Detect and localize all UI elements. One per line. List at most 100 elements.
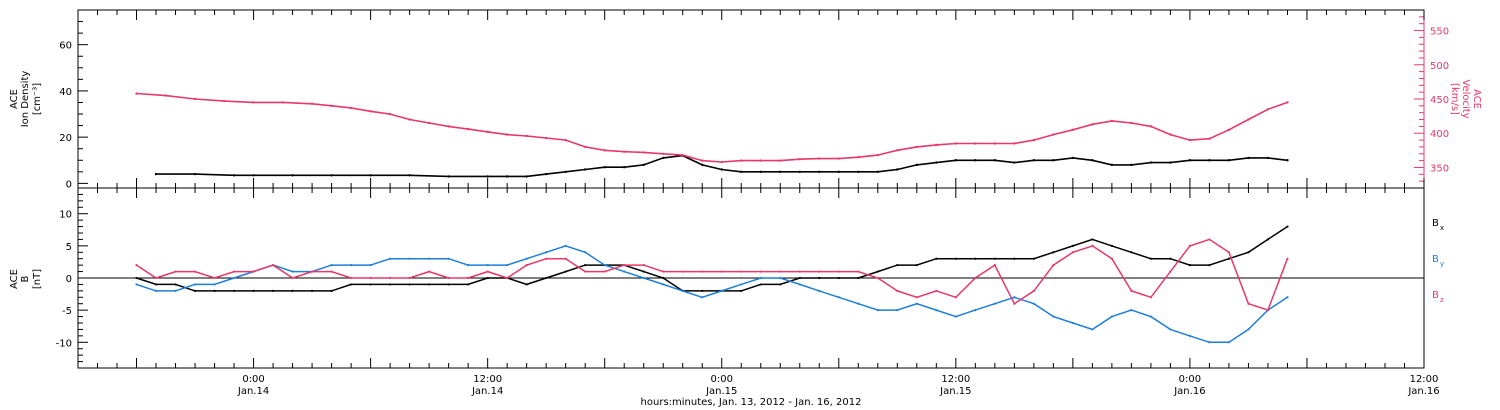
density-tick-label: 60 bbox=[59, 41, 72, 52]
bx-point bbox=[1247, 251, 1250, 254]
by-point bbox=[954, 315, 957, 318]
velocity-point bbox=[1130, 121, 1133, 125]
ion-density-point bbox=[193, 172, 197, 176]
date-tick-label: Jan.15 bbox=[939, 386, 971, 397]
bx-point bbox=[779, 283, 782, 286]
ion-density-point bbox=[1169, 161, 1172, 164]
by-point bbox=[369, 264, 372, 267]
velocity-point bbox=[310, 102, 314, 105]
bx-point bbox=[389, 283, 392, 286]
bx-point bbox=[213, 289, 216, 292]
velocity-point bbox=[564, 138, 567, 142]
velocity-point bbox=[583, 145, 587, 149]
time-tick-label: 12:00 bbox=[1410, 374, 1439, 385]
date-tick-label: Jan.15 bbox=[705, 386, 737, 397]
bz-point bbox=[857, 270, 860, 273]
velocity-point bbox=[1188, 138, 1192, 142]
velocity-ylabel-line2: Velocity bbox=[1460, 79, 1471, 118]
bx-point bbox=[232, 289, 236, 292]
legend-bx-subscript: x bbox=[1440, 224, 1444, 232]
bx-point bbox=[1032, 257, 1035, 260]
ion-density-point bbox=[486, 175, 489, 178]
bx-point bbox=[1110, 244, 1113, 247]
by-point bbox=[798, 283, 801, 286]
bx-point bbox=[915, 264, 918, 267]
ion-density-point bbox=[779, 170, 782, 174]
bx-point bbox=[447, 283, 450, 286]
bz-point bbox=[701, 270, 704, 273]
bz-point bbox=[232, 270, 236, 273]
velocity-point bbox=[642, 151, 645, 154]
bx-point bbox=[271, 289, 275, 292]
density-ylabel-line2: Ion Density bbox=[20, 71, 31, 128]
ion-density-point bbox=[1188, 159, 1192, 162]
velocity-point bbox=[876, 153, 879, 157]
bz-point bbox=[935, 289, 938, 292]
field-tick-label: -5 bbox=[62, 306, 72, 317]
bz-point bbox=[818, 270, 821, 273]
by-point bbox=[1091, 328, 1094, 331]
velocity-point bbox=[408, 118, 411, 121]
velocity-ylabel-line1: ACE bbox=[1471, 89, 1482, 109]
ion-density-point bbox=[857, 170, 860, 174]
bz-point bbox=[291, 276, 294, 280]
bx-point bbox=[1071, 244, 1074, 247]
density-tick-label: 0 bbox=[66, 179, 72, 190]
velocity-point bbox=[369, 110, 372, 113]
by-point bbox=[1169, 328, 1172, 331]
bz-point bbox=[428, 270, 431, 273]
ion-density-point bbox=[1208, 159, 1211, 162]
time-tick-label: 0:00 bbox=[711, 374, 733, 385]
bz-point bbox=[1208, 238, 1211, 241]
legend-bz: B bbox=[1432, 290, 1439, 301]
by-point bbox=[389, 257, 392, 260]
by-point bbox=[759, 276, 762, 280]
bx-point bbox=[935, 257, 938, 260]
time-axis-label: hours:minutes, Jan. 13, 2012 - Jan. 16, … bbox=[641, 397, 862, 408]
ion-density-point bbox=[1227, 159, 1231, 162]
ion-density-point bbox=[291, 174, 294, 177]
field-ylabel-line2: B bbox=[20, 275, 31, 282]
bx-point bbox=[193, 289, 197, 292]
bx-point bbox=[486, 276, 489, 280]
ion-density-point bbox=[564, 170, 567, 174]
velocity-point bbox=[466, 127, 470, 131]
bz-point bbox=[954, 296, 957, 299]
bz-point bbox=[1052, 264, 1055, 267]
bx-point bbox=[584, 264, 587, 267]
bz-point bbox=[545, 257, 548, 260]
bz-point bbox=[1149, 296, 1152, 299]
by-point bbox=[740, 283, 743, 286]
by-point bbox=[1286, 296, 1289, 299]
bz-point bbox=[896, 289, 899, 292]
velocity-axis-ticks: 350 400 450 500 550 bbox=[1414, 10, 1449, 188]
bz-point bbox=[135, 264, 138, 267]
by-point bbox=[408, 257, 411, 260]
bz-point bbox=[623, 264, 626, 267]
bx-point bbox=[135, 276, 138, 280]
ion-density-point bbox=[1266, 156, 1270, 160]
bx-point bbox=[857, 276, 860, 280]
velocity-point bbox=[1266, 108, 1270, 111]
ion-density-point bbox=[232, 174, 236, 177]
date-tick-label: Jan.14 bbox=[237, 386, 269, 397]
bz-point bbox=[271, 264, 275, 267]
by-point bbox=[232, 276, 236, 280]
bz-point bbox=[330, 270, 333, 273]
bx-point bbox=[1052, 251, 1055, 254]
ion-density-point bbox=[1149, 161, 1153, 164]
ion-density-point bbox=[740, 170, 743, 174]
bx-point bbox=[291, 289, 294, 292]
ion-density-point bbox=[505, 175, 509, 178]
bx-point bbox=[545, 276, 548, 280]
by-point bbox=[681, 289, 684, 292]
bz-point bbox=[525, 264, 528, 267]
magnetic-field-series bbox=[135, 225, 1289, 344]
bz-point bbox=[193, 270, 197, 273]
date-tick-label: Jan.16 bbox=[1407, 386, 1439, 397]
by-point bbox=[1052, 315, 1055, 318]
velocity-tick-label: 400 bbox=[1430, 129, 1449, 140]
bx-point bbox=[954, 257, 957, 260]
